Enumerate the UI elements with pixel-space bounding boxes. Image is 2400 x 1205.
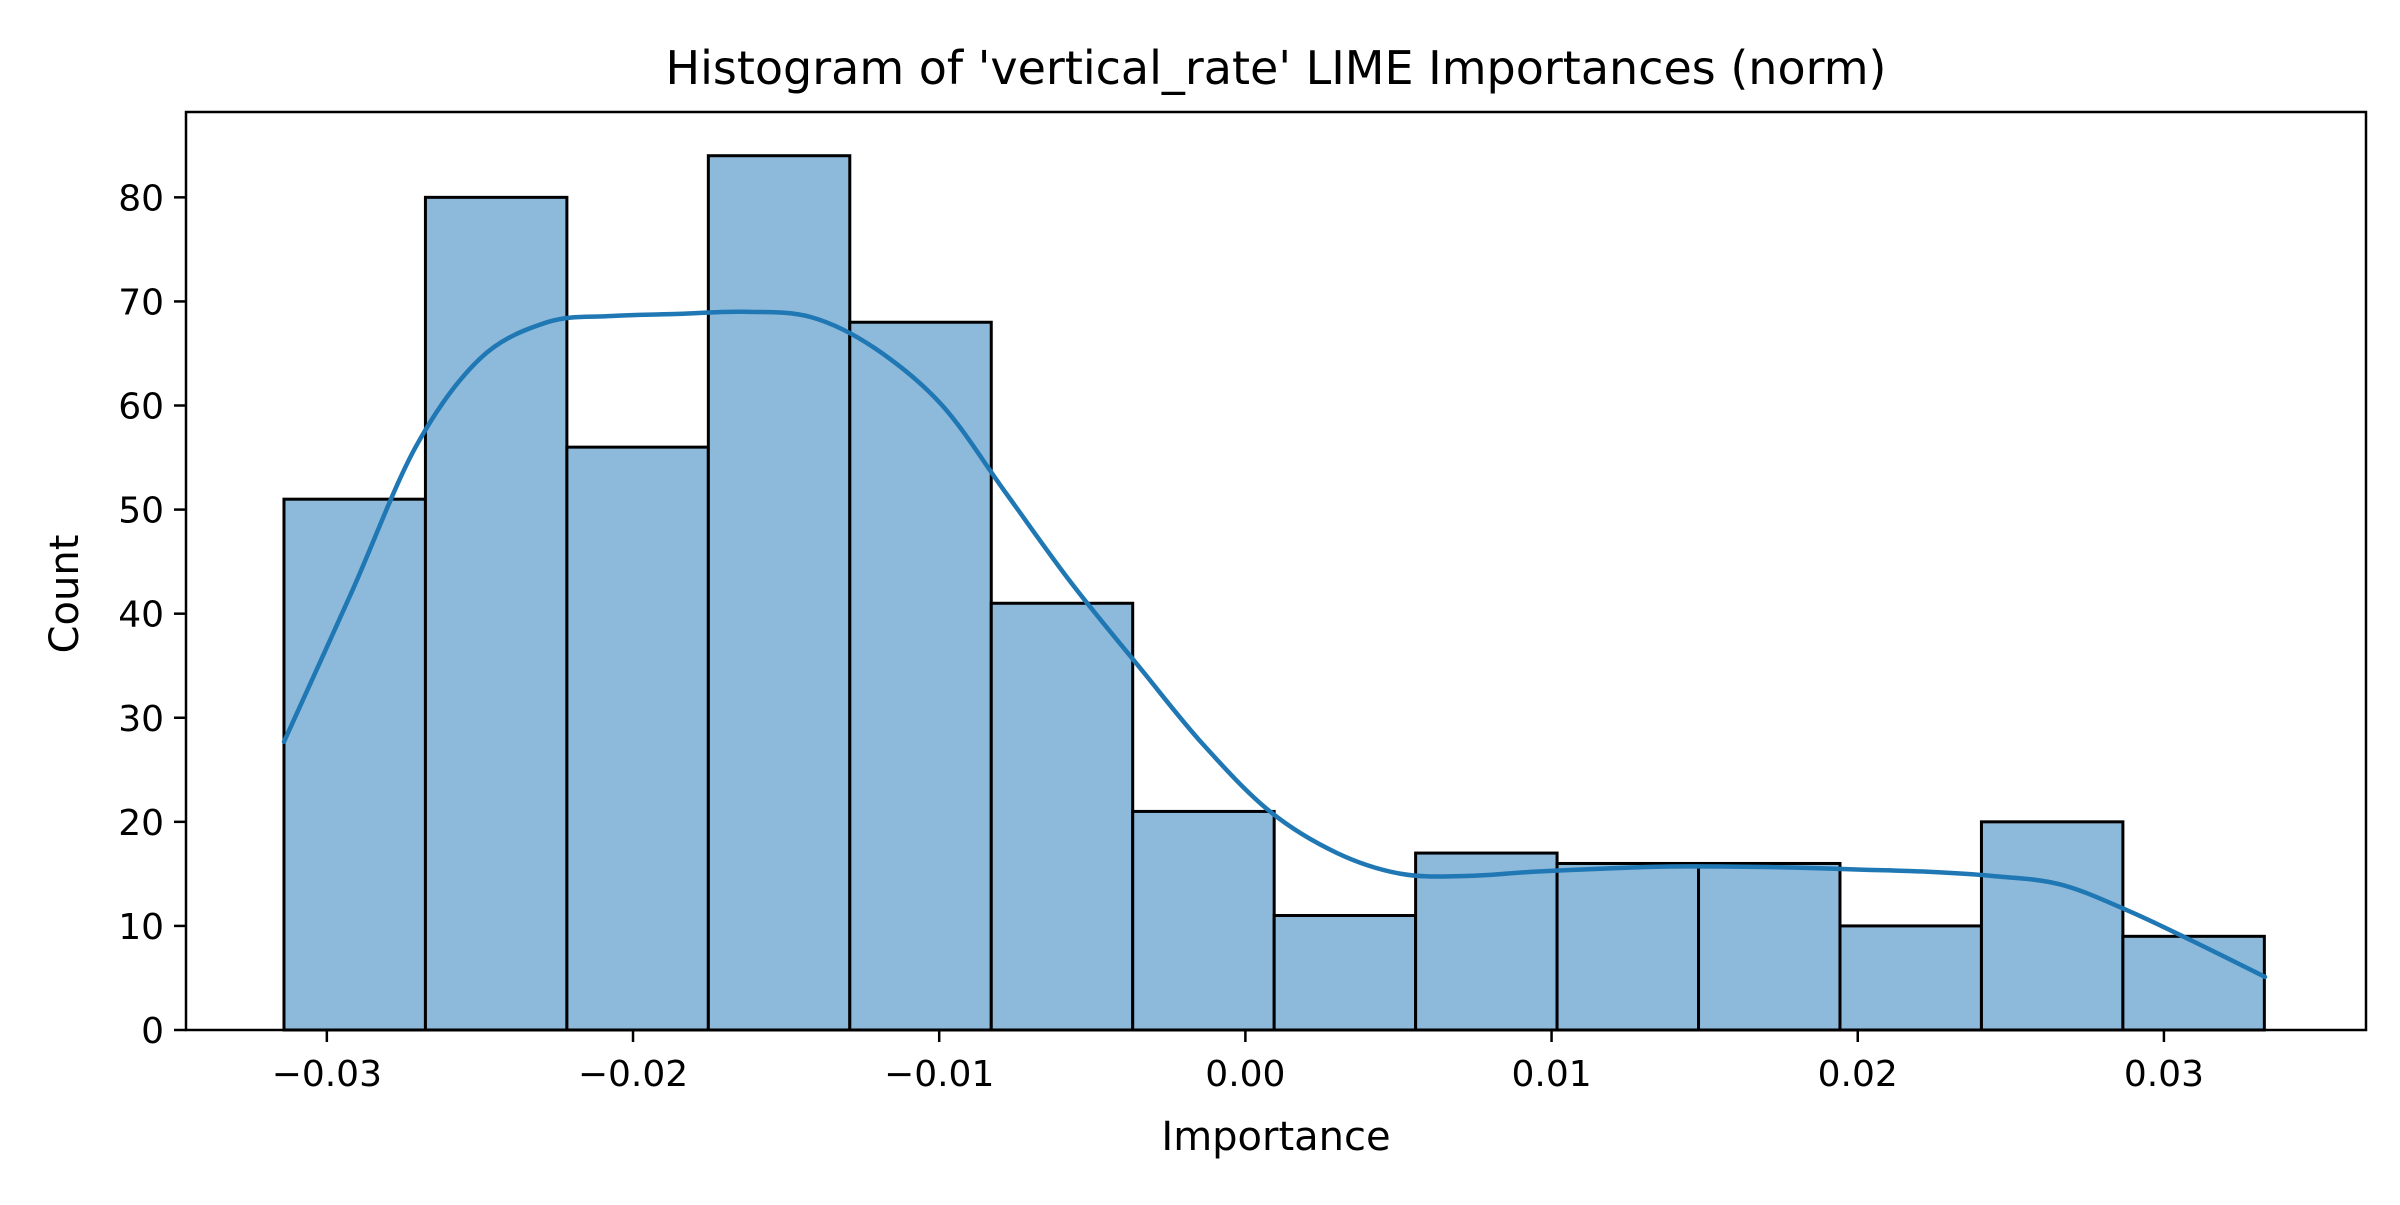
- x-tick-label: −0.01: [884, 1054, 994, 1095]
- histogram-bar: [1979, 820, 2125, 1032]
- y-tick-label: 70: [118, 282, 164, 323]
- bars-layer: [282, 154, 2266, 1032]
- histogram-bar: [565, 445, 710, 1032]
- histogram-bar: [423, 195, 569, 1032]
- x-axis-label: Importance: [1161, 1114, 1390, 1160]
- y-tick-label: 30: [118, 699, 164, 740]
- y-tick-label: 40: [118, 595, 164, 636]
- y-tick-label: 20: [118, 803, 164, 844]
- histogram-bar: [989, 601, 1135, 1032]
- histogram-bar: [1838, 924, 1983, 1032]
- y-tick-label: 60: [118, 387, 164, 428]
- y-tick-label: 80: [118, 178, 164, 219]
- histogram-bar: [282, 497, 427, 1032]
- histogram-bar: [1697, 861, 1842, 1032]
- kde-curve: [281, 309, 2268, 980]
- histogram-bar: [1414, 851, 1559, 1032]
- histogram-bar: [706, 154, 852, 1032]
- histogram-bar: [1131, 809, 1276, 1032]
- y-tick-label: 50: [118, 491, 164, 532]
- histogram-bar: [848, 320, 993, 1032]
- x-tick-label: −0.02: [578, 1054, 688, 1095]
- y-axis-label: Count: [42, 535, 88, 654]
- y-tick-label: 0: [141, 1011, 164, 1052]
- histogram-bar: [1555, 861, 1701, 1032]
- x-tick-label: 0.03: [2124, 1054, 2204, 1095]
- histogram-bar: [2121, 934, 2266, 1032]
- x-tick-label: 0.02: [1818, 1054, 1898, 1095]
- plot-frame: [184, 110, 2368, 1032]
- y-axis: 0 10 20 30 40 50 60 70 80: [118, 178, 186, 1052]
- x-tick-label: 0.00: [1205, 1054, 1285, 1095]
- y-tick-label: 10: [118, 907, 164, 948]
- chart-title: Histogram of 'vertical_rate' LIME Import…: [666, 41, 1887, 95]
- histogram-bar: [1272, 914, 1418, 1032]
- x-axis: −0.03 −0.02 −0.01 0.00 0.01 0.02 0.03: [272, 1030, 2204, 1095]
- x-tick-label: 0.01: [1511, 1054, 1591, 1095]
- x-tick-label: −0.03: [272, 1054, 382, 1095]
